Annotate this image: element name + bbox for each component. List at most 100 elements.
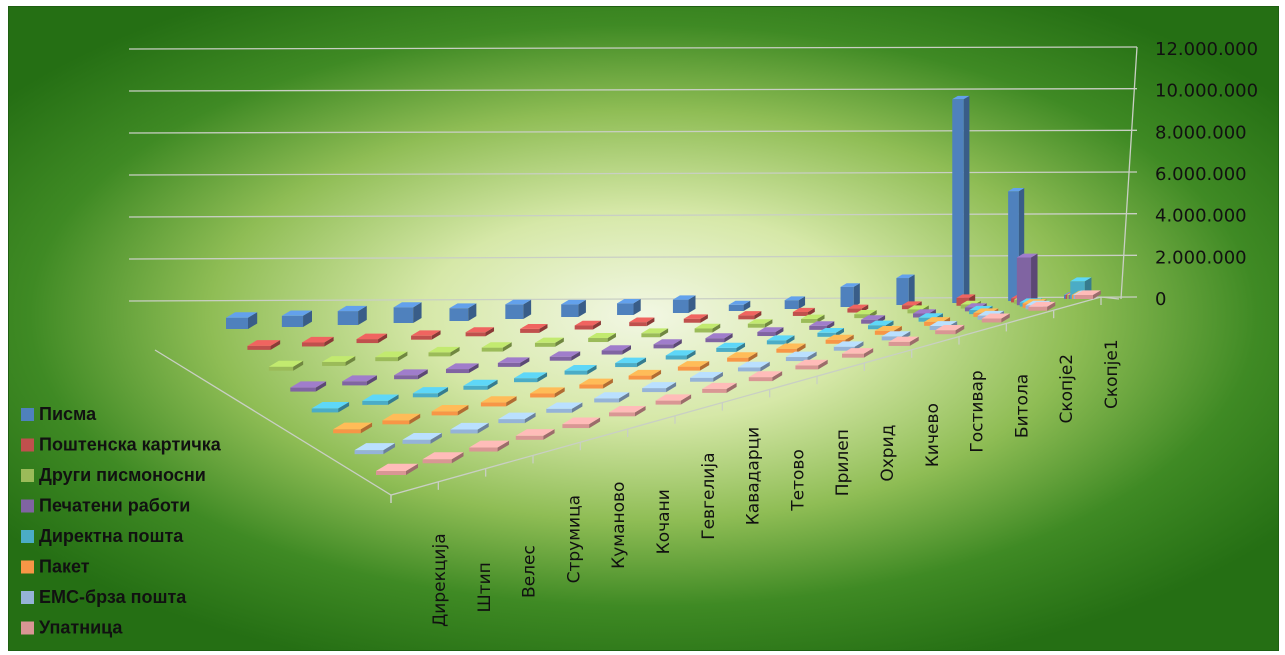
bar-front-face xyxy=(520,328,540,333)
bar-front-face xyxy=(311,408,339,413)
bar-Упатница xyxy=(842,348,874,358)
bar-front-face xyxy=(546,408,572,413)
chart-area: 0 2.000.000 4.000.000 6.000.000 8.000.000 10.… xyxy=(8,6,1279,651)
y-tick-label: 6.000.000 xyxy=(1155,164,1247,185)
bar-front-face xyxy=(918,317,936,322)
bar-front-face xyxy=(564,370,588,375)
bar-front-face xyxy=(412,393,438,398)
bar-front-face xyxy=(515,435,544,440)
bar-side-face xyxy=(539,323,548,333)
bar-front-face xyxy=(594,398,620,403)
bar-front-face xyxy=(748,377,773,382)
bar-side-face xyxy=(360,422,373,434)
bar-top-face xyxy=(515,429,555,436)
bar-top-face xyxy=(748,371,783,378)
category-label: Битола xyxy=(1012,374,1032,438)
bar-top-face xyxy=(549,351,581,357)
bar-side-face xyxy=(430,433,442,444)
y-tick-label: 8.000.000 xyxy=(1155,122,1247,143)
bar-front-face xyxy=(393,307,414,323)
legend-label: Други писмоносни xyxy=(39,465,206,485)
bar-front-face xyxy=(981,318,1002,323)
bar-Пакет xyxy=(431,404,469,416)
bar-Поштенска картичка xyxy=(520,323,548,333)
bar-top-face xyxy=(683,314,708,319)
bar-side-face xyxy=(578,299,586,317)
bar-top-face xyxy=(727,352,758,358)
bar-Други писмоносни xyxy=(375,351,408,362)
bar-Пакет xyxy=(333,422,373,434)
bar-Други писмоносни xyxy=(641,328,669,338)
category-label: Куманово xyxy=(609,482,629,569)
bar-top-face xyxy=(609,405,646,413)
bar-ЕМС-брза пошта xyxy=(546,402,583,413)
legend-label: Поштенска картичка xyxy=(39,435,222,455)
bar-top-face xyxy=(1070,277,1092,282)
category-label: Кичево xyxy=(923,403,943,467)
bar-side-face xyxy=(593,320,601,330)
category-label: Дирекција xyxy=(430,533,450,627)
bar-top-face xyxy=(247,340,281,346)
bar-side-face xyxy=(523,299,532,319)
bar-front-face xyxy=(579,384,604,389)
bar-front-face xyxy=(574,325,594,330)
bar-side-face xyxy=(417,369,428,380)
bar-top-face xyxy=(738,311,762,316)
bar-top-face xyxy=(737,361,770,368)
bar-front-face xyxy=(431,411,458,416)
bar-top-face xyxy=(428,346,460,353)
legend-label: Писма xyxy=(39,404,97,424)
bar-side-face xyxy=(397,351,408,362)
bar-Упатница xyxy=(981,313,1010,323)
bar-side-face xyxy=(324,336,334,347)
bar-top-face xyxy=(574,320,601,326)
bar-side-face xyxy=(468,303,477,321)
bar-ЕМС-брза пошта xyxy=(737,361,770,372)
bar-Писма xyxy=(952,95,970,303)
bar-side-face xyxy=(406,463,418,475)
bar-ЕМС-брза пошта xyxy=(498,412,536,424)
bar-top-face xyxy=(1075,290,1101,295)
bar-top-face xyxy=(784,296,806,301)
bar-Пакет xyxy=(530,387,565,398)
bar-Печатени работи xyxy=(601,345,632,355)
bar-front-face xyxy=(716,347,737,352)
bar-top-face xyxy=(497,357,530,363)
bar-side-face xyxy=(955,325,965,335)
bar-front-face xyxy=(737,367,761,372)
bar-side-face xyxy=(772,371,783,382)
bar-front-face xyxy=(784,300,799,309)
bar-top-face xyxy=(642,382,677,389)
bar-side-face xyxy=(338,401,350,413)
bar-front-face xyxy=(809,325,827,330)
bar-side-face xyxy=(724,333,733,343)
bar-top-face xyxy=(1016,253,1038,258)
bar-front-face xyxy=(1008,191,1019,301)
category-label: Прилеп xyxy=(833,429,853,496)
bar-side-face xyxy=(909,336,919,346)
bar-top-face xyxy=(705,333,733,339)
bar-side-face xyxy=(646,317,655,327)
bar-top-face xyxy=(281,310,312,316)
bar-top-face xyxy=(480,396,517,403)
bar-top-face xyxy=(842,348,874,354)
bar-Директна пошта xyxy=(514,372,548,383)
bar-top-face xyxy=(342,375,377,382)
bar-Упатница xyxy=(935,325,965,335)
bar-Упатница xyxy=(609,405,646,417)
bar-front-face xyxy=(935,330,956,335)
bar-front-face xyxy=(333,429,361,434)
bar-side-face xyxy=(963,95,970,303)
legend-swatch xyxy=(21,560,34,574)
bar-top-face xyxy=(463,379,498,386)
bar-top-face xyxy=(362,394,399,401)
bar-front-face xyxy=(642,388,667,393)
bar-Писма xyxy=(561,299,586,317)
bar-top-face xyxy=(393,302,422,308)
bar-front-face xyxy=(445,369,469,374)
bar-Упатница xyxy=(702,382,737,393)
bar-Поштенска картичка xyxy=(247,340,281,350)
legend-swatch xyxy=(21,438,34,452)
bar-Директна пошта xyxy=(716,342,746,352)
gridline xyxy=(128,254,1138,260)
